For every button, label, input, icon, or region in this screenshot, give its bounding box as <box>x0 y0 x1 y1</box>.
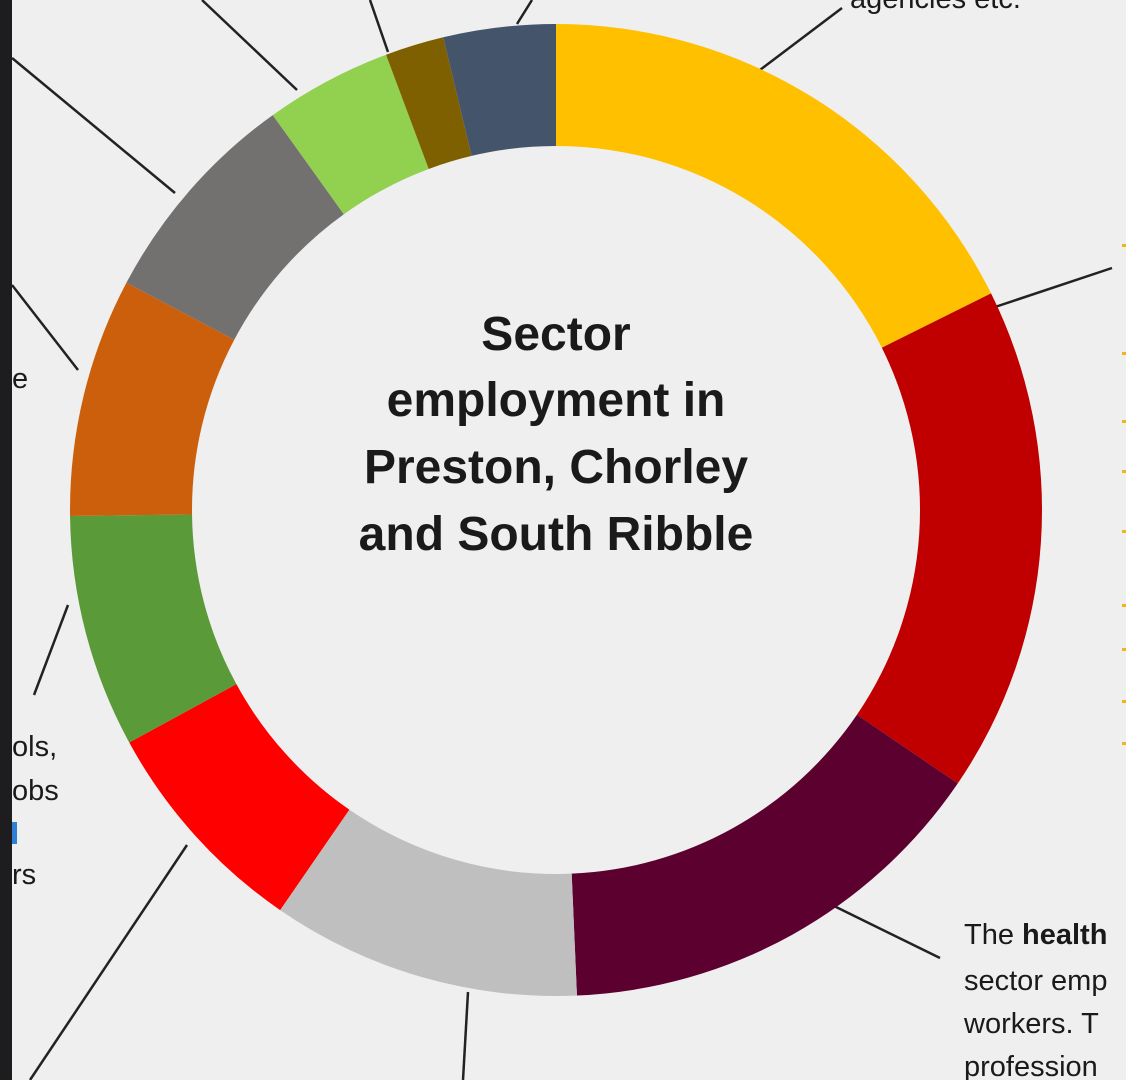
donut-slice-4 <box>280 809 577 997</box>
chart-title-line-4: and South Ribble <box>359 508 754 561</box>
annotation-left-fragment: rs <box>12 859 37 891</box>
leader-line <box>985 266 1113 312</box>
window-edge <box>0 0 12 1080</box>
orange-bullet-mark <box>1122 604 1126 607</box>
annotation-health-line: sector emp <box>964 965 1108 997</box>
donut-slice-5 <box>129 684 350 911</box>
orange-bullet-mark <box>1122 700 1126 703</box>
donut-slice-1 <box>556 24 992 348</box>
orange-bullet-mark <box>1122 244 1126 247</box>
donut-slice-9 <box>272 54 429 215</box>
annotation-health-line: workers. T <box>964 1008 1099 1040</box>
leader-line <box>201 0 298 91</box>
donut-chart: Sector employment in Preston, Chorley an… <box>12 0 1113 1080</box>
orange-bullet-mark <box>1122 470 1126 473</box>
orange-bullet-mark <box>1122 352 1126 355</box>
donut-slices <box>70 23 1042 997</box>
leader-lines <box>12 0 1113 1080</box>
annotation-left-fragment: ols, <box>12 731 58 763</box>
chart-title-line-1: Sector <box>481 308 630 361</box>
donut-slice-11 <box>443 23 556 156</box>
chart-canvas: Sector employment in Preston, Chorley an… <box>12 0 1126 1080</box>
orange-bullet-mark <box>1122 648 1126 651</box>
annotation-left-fragment: obs <box>12 775 59 807</box>
leader-line <box>12 57 176 194</box>
leader-line <box>28 844 189 1080</box>
leader-line <box>515 0 534 25</box>
orange-bullet-mark <box>1122 420 1126 423</box>
leader-line <box>12 284 79 371</box>
leader-line <box>32 604 70 696</box>
annotation-left-blue-mark <box>12 822 17 844</box>
leader-line <box>368 0 390 53</box>
chart-title-line-2: employment in <box>387 374 726 427</box>
annotation-left-fragment: e <box>12 363 29 395</box>
donut-slice-8 <box>126 115 344 340</box>
donut-slice-7 <box>70 282 235 516</box>
donut-slice-10 <box>386 37 472 169</box>
donut-slice-6 <box>70 514 237 743</box>
annotation-agencies: agencies etc. <box>850 0 1021 20</box>
leader-line <box>461 991 470 1080</box>
orange-bullet-mark <box>1122 530 1126 533</box>
annotation-health-text: The <box>964 919 1023 951</box>
leader-line <box>751 7 843 77</box>
orange-bullet-mark <box>1122 742 1126 745</box>
leader-line <box>831 903 941 960</box>
donut-slice-2 <box>856 293 1042 784</box>
annotation-health-bold: health <box>1022 919 1108 951</box>
annotation-health: The health <box>964 914 1107 956</box>
donut-slice-3 <box>571 714 958 996</box>
annotation-health-line: profession <box>964 1051 1098 1080</box>
chart-title-line-3: Preston, Chorley <box>364 441 748 494</box>
